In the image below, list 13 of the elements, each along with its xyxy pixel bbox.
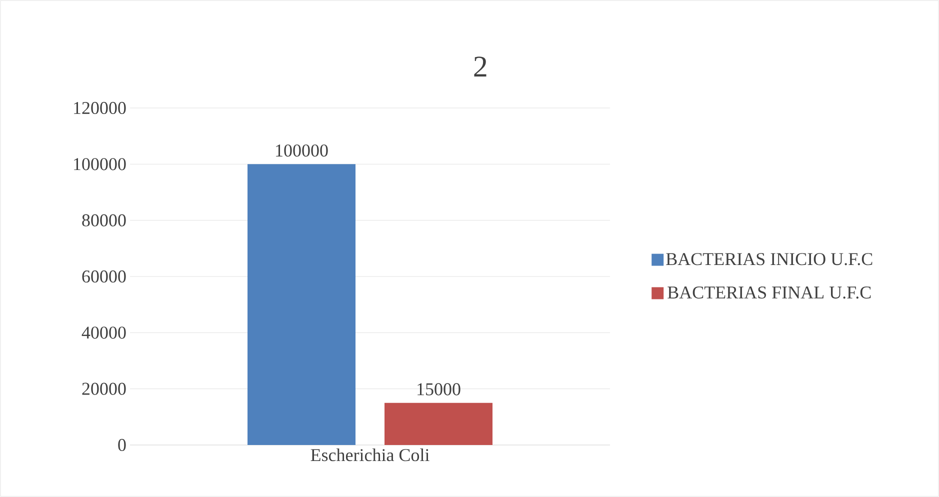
- chart-title: 2: [474, 56, 486, 76]
- y-tick-label: 120000: [74, 102, 126, 114]
- x-tick-label: Escherichia Coli: [310, 448, 430, 462]
- data-label: 15000: [418, 383, 460, 396]
- y-tick-label: 20000: [82, 382, 126, 395]
- y-tick-label: 40000: [82, 326, 126, 339]
- legend-label: BACTERIAS FINAL U.F.C: [668, 286, 871, 299]
- legend-label: BACTERIAS INICIO U.F.C: [666, 253, 872, 266]
- y-tick-label: 0: [118, 438, 126, 452]
- y-tick-label: 80000: [82, 214, 126, 226]
- y-tick-label: 60000: [82, 270, 126, 283]
- data-label: 100000: [276, 144, 328, 157]
- y-tick-label: 100000: [74, 158, 126, 170]
